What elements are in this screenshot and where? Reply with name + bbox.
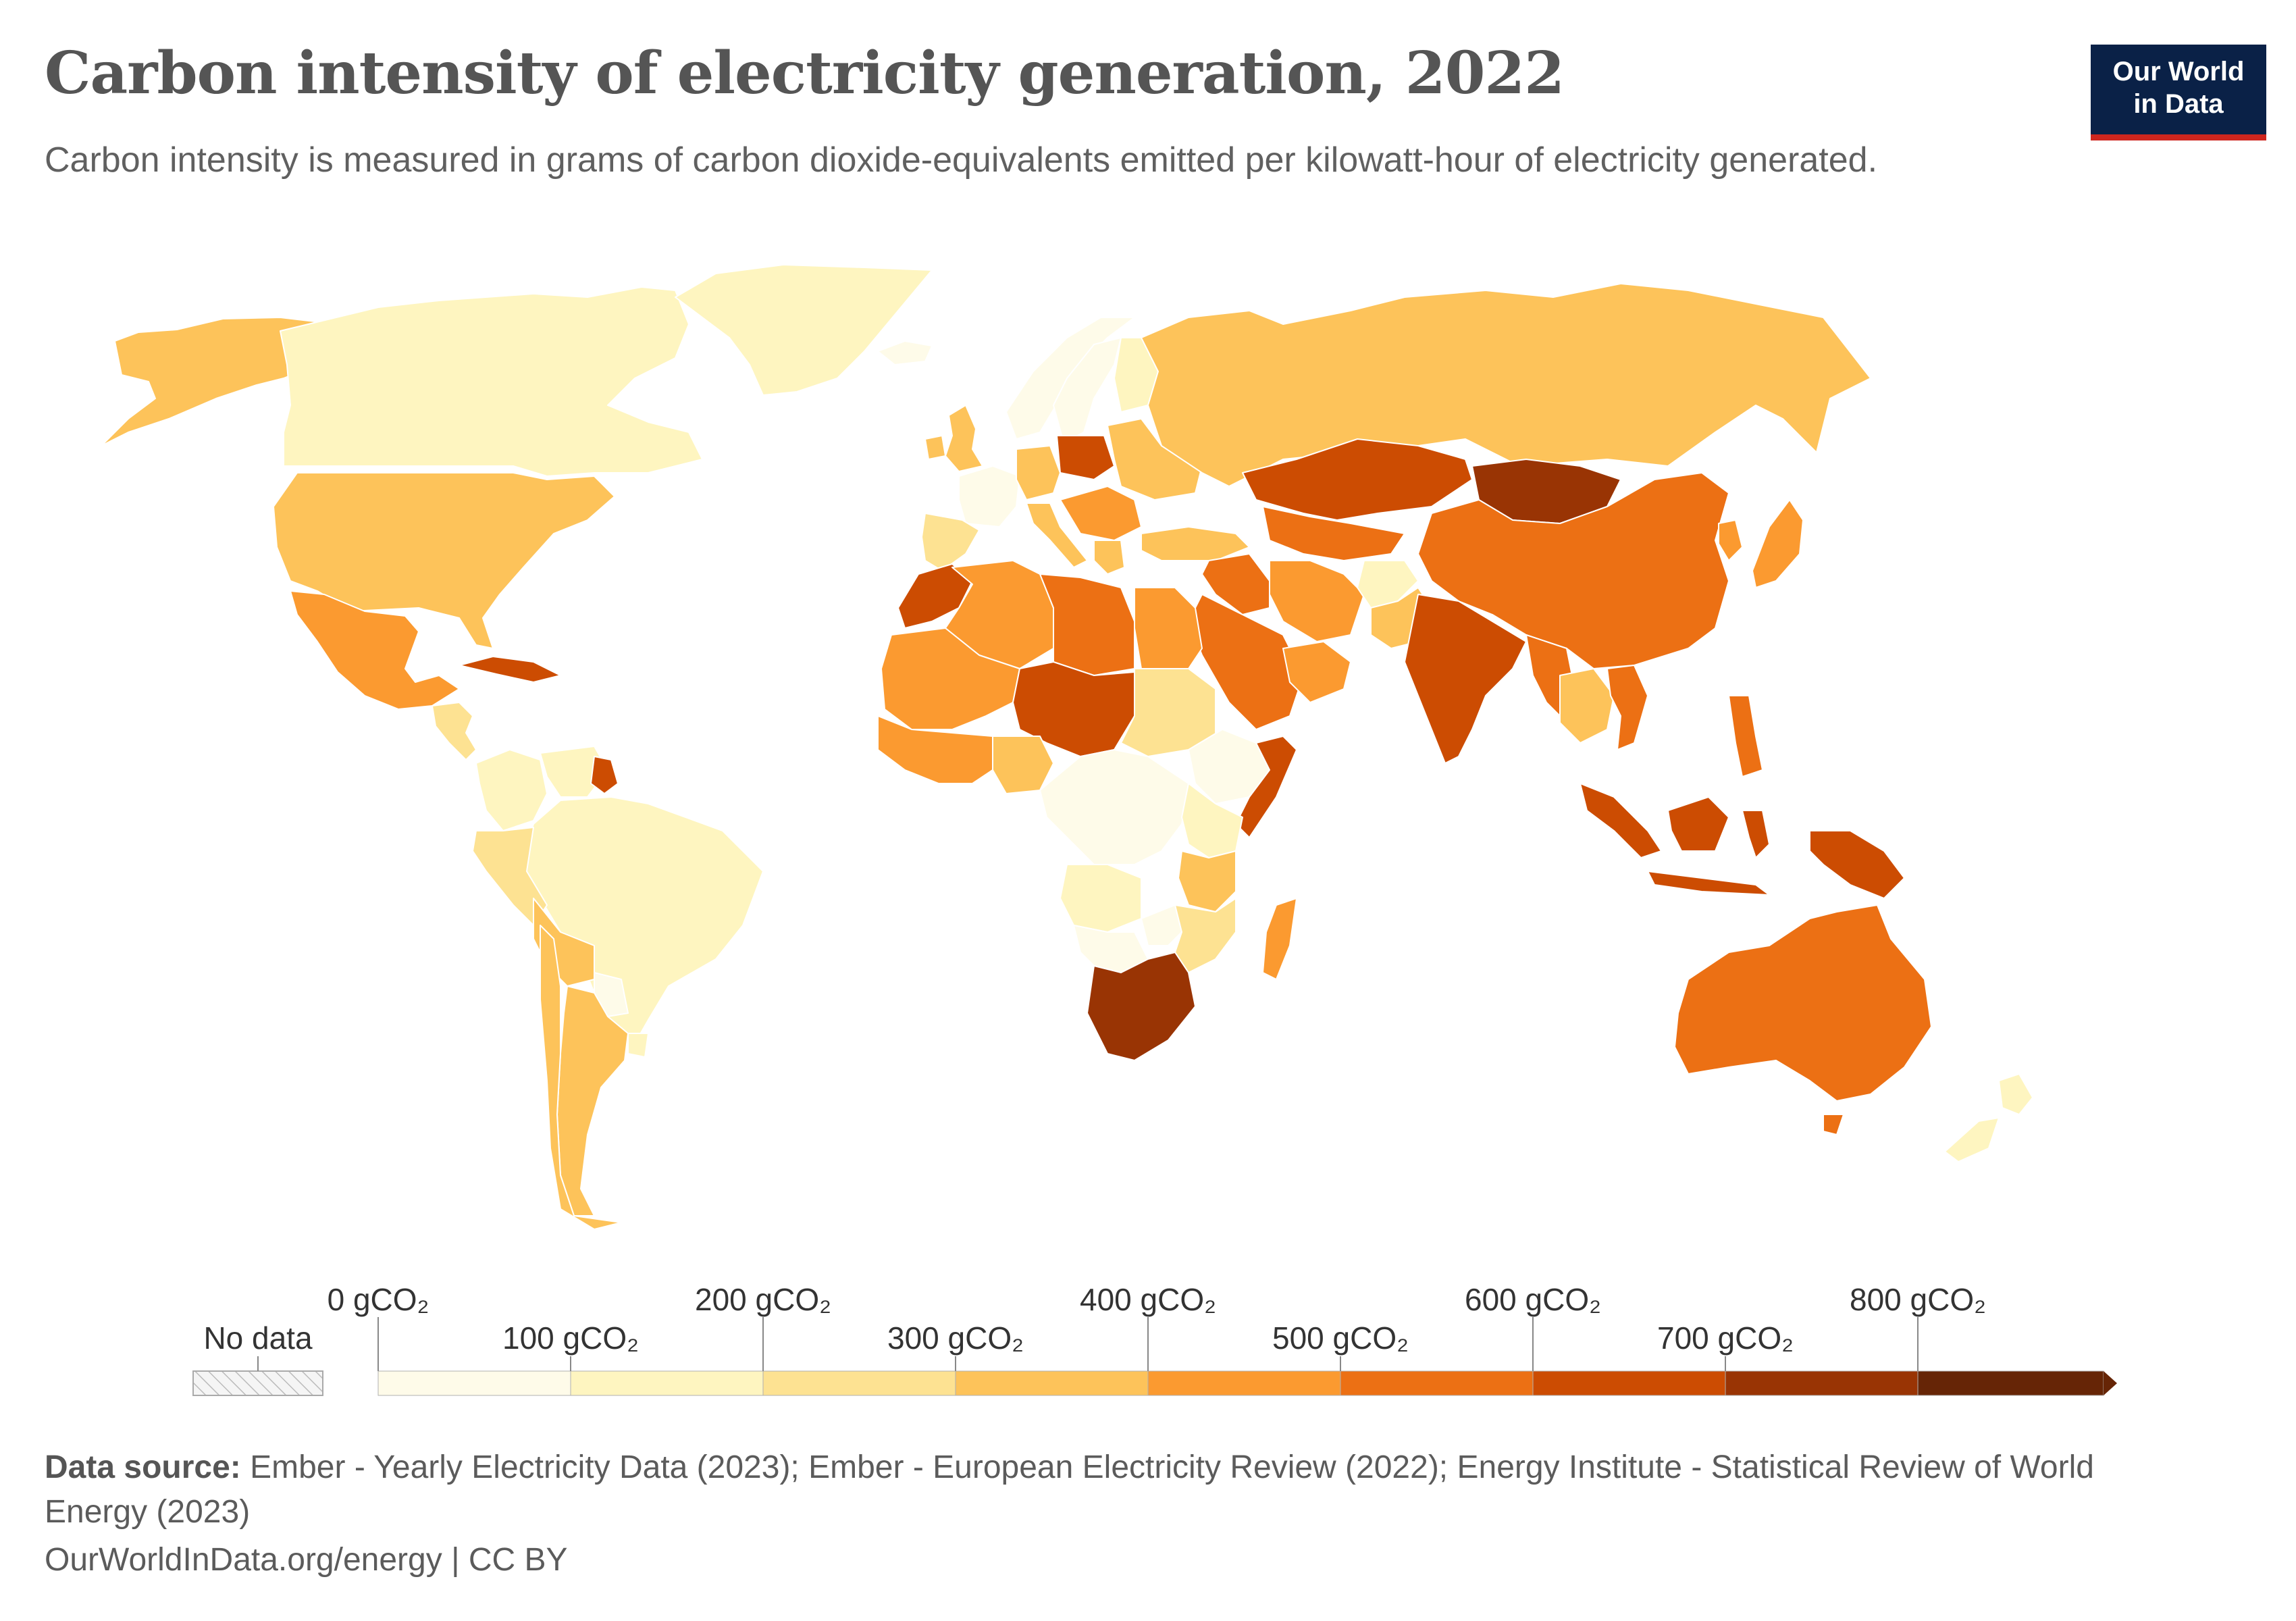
- region-central-africa[interactable]: [1039, 749, 1189, 865]
- region-usa[interactable]: [273, 472, 615, 649]
- legend-label-4: 400 gCO₂: [1080, 1282, 1216, 1317]
- region-central-asia[interactable]: [1262, 506, 1405, 561]
- no-data-swatch: [192, 1370, 323, 1396]
- legend: No data 0 gCO₂ 100 gCO₂ 200 gCO₂ 300 gCO₂ 40…: [192, 1282, 2117, 1396]
- region-egypt[interactable]: [1134, 587, 1203, 669]
- region-iberia[interactable]: [921, 513, 980, 571]
- region-kazakhstan[interactable]: [1242, 438, 1473, 521]
- region-somalia[interactable]: [1235, 736, 1297, 838]
- legend-swatch-2: [762, 1370, 956, 1396]
- region-guyana[interactable]: [590, 756, 619, 794]
- legend-swatch-7: [1725, 1370, 1919, 1396]
- chart-title: Carbon intensity of electricity generati…: [45, 39, 1565, 107]
- logo-accent-bar: [2091, 134, 2266, 140]
- region-iraq-syria[interactable]: [1201, 553, 1270, 615]
- legend-swatch-5: [1340, 1370, 1534, 1396]
- region-indonesia[interactable]: [1580, 783, 1770, 896]
- logo-line-2: in Data: [2133, 89, 2224, 119]
- region-mexico[interactable]: [290, 590, 460, 710]
- chart-subtitle: Carbon intensity is measured in grams of…: [45, 140, 1878, 180]
- region-poland[interactable]: [1056, 435, 1115, 480]
- region-korea[interactable]: [1718, 519, 1743, 561]
- region-libya[interactable]: [1039, 573, 1135, 676]
- region-west-africa[interactable]: [877, 715, 993, 784]
- data-source-text: Ember - Yearly Electricity Data (2023); …: [45, 1449, 2094, 1530]
- region-belarus-ukraine[interactable]: [1107, 418, 1203, 500]
- region-mauritania-mali[interactable]: [881, 627, 1020, 730]
- region-ireland[interactable]: [924, 435, 946, 460]
- source-url[interactable]: OurWorldInData.org/energy | CC BY: [45, 1542, 568, 1578]
- region-vietnam[interactable]: [1607, 665, 1648, 750]
- region-russia[interactable]: [1141, 283, 1871, 487]
- region-uruguay[interactable]: [627, 1033, 649, 1058]
- region-colombia[interactable]: [475, 749, 548, 831]
- region-italy[interactable]: [1026, 503, 1088, 568]
- region-japan[interactable]: [1752, 499, 1804, 588]
- legend-label-7: 700 gCO₂: [1657, 1320, 1794, 1356]
- region-germany[interactable]: [1016, 445, 1061, 500]
- legend-swatch-4: [1147, 1370, 1341, 1396]
- region-china[interactable]: [1417, 472, 1729, 669]
- region-chile[interactable]: [540, 925, 622, 1230]
- legend-label-6: 600 gCO₂: [1465, 1282, 1601, 1317]
- region-australia[interactable]: [1674, 904, 1932, 1135]
- region-balkans[interactable]: [1060, 486, 1142, 541]
- legend-swatch-6: [1532, 1370, 1726, 1396]
- region-alaska[interactable]: [101, 317, 338, 446]
- legend-arrow: [2104, 1371, 2117, 1395]
- legend-swatch-1: [570, 1370, 764, 1396]
- region-uk[interactable]: [945, 405, 983, 472]
- legend-label-1: 100 gCO₂: [502, 1320, 639, 1356]
- region-south-africa[interactable]: [1087, 952, 1196, 1061]
- region-iceland[interactable]: [877, 340, 933, 365]
- legend-bins: 0 gCO₂ 100 gCO₂ 200 gCO₂ 300 gCO₂ 400 gCO₂ 50…: [328, 1282, 2104, 1396]
- region-canada[interactable]: [280, 286, 703, 477]
- region-france[interactable]: [958, 465, 1020, 528]
- region-iran[interactable]: [1269, 560, 1365, 642]
- our-world-in-data-logo[interactable]: Our World in Data: [2091, 45, 2266, 140]
- region-madagascar[interactable]: [1262, 898, 1297, 980]
- logo-line-1: Our World: [2112, 57, 2245, 86]
- region-new-zealand[interactable]: [1944, 1073, 2033, 1162]
- region-papua[interactable]: [1809, 830, 1905, 899]
- region-se-asia-mainland[interactable]: [1559, 668, 1615, 744]
- region-zimbabwe-mozambique[interactable]: [1174, 898, 1236, 973]
- legend-label-3: 300 gCO₂: [887, 1320, 1024, 1356]
- region-tanzania[interactable]: [1178, 850, 1236, 912]
- data-source: Data source: Ember - Yearly Electricity …: [45, 1445, 2206, 1535]
- legend-label-2: 200 gCO₂: [695, 1282, 831, 1317]
- region-cuba[interactable]: [459, 656, 561, 683]
- legend-label-0: 0 gCO₂: [328, 1282, 429, 1317]
- legend-label-5: 500 gCO₂: [1272, 1320, 1409, 1356]
- legend-swatch-8: [1917, 1370, 2104, 1396]
- no-data-label: No data: [203, 1320, 313, 1356]
- region-greenland[interactable]: [675, 264, 933, 396]
- legend-swatch-0: [377, 1370, 571, 1396]
- region-central-america[interactable]: [432, 702, 477, 761]
- region-turkey[interactable]: [1141, 526, 1250, 561]
- region-philippines[interactable]: [1728, 695, 1763, 777]
- region-gulf-states[interactable]: [1282, 641, 1351, 703]
- region-india[interactable]: [1404, 594, 1527, 764]
- data-source-label: Data source:: [45, 1449, 241, 1485]
- map-regions: [101, 264, 2033, 1230]
- region-greece[interactable]: [1093, 540, 1125, 575]
- region-nigeria[interactable]: [992, 736, 1054, 794]
- region-angola[interactable]: [1060, 864, 1142, 933]
- legend-label-8: 800 gCO₂: [1850, 1282, 1986, 1317]
- legend-swatch-3: [955, 1370, 1149, 1396]
